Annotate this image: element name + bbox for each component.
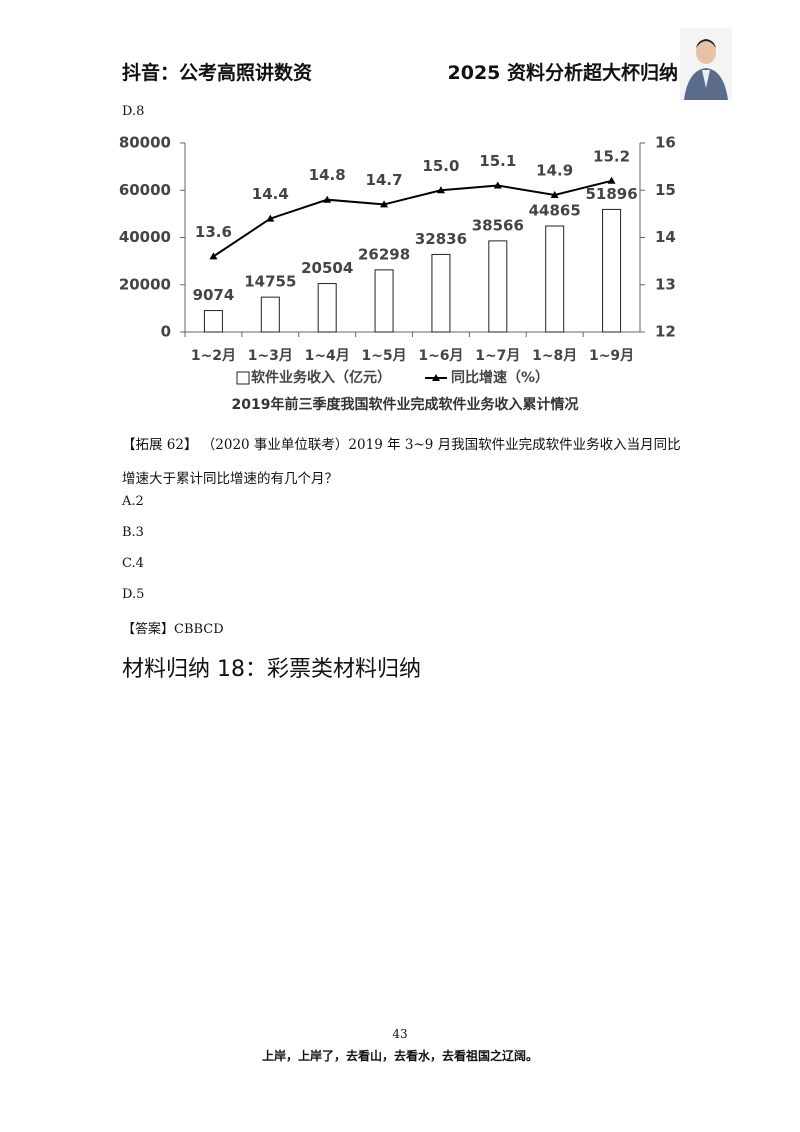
legend-label: 同比增速（%）: [451, 369, 549, 386]
option: D.5: [122, 587, 145, 602]
line-marker: [380, 200, 389, 208]
bar: [317, 283, 337, 333]
y-tick-label: 80000: [119, 134, 171, 152]
line-label: 14.9: [536, 161, 573, 179]
option: B.3: [122, 525, 144, 540]
y2-tick-label: 13: [655, 275, 676, 293]
slogan: 上岸，上岸了，去看山，去看水，去看祖国之辽阔。: [261, 1049, 538, 1063]
y-tick-label: 0: [161, 323, 171, 341]
line-label: 14.4: [252, 185, 289, 203]
line-marker: [436, 186, 445, 194]
option: C.4: [122, 556, 144, 571]
author-photo: [680, 28, 732, 100]
line-label: 13.6: [195, 223, 232, 241]
y2-tick-label: 12: [655, 323, 676, 341]
prev-option: D.8: [122, 104, 145, 119]
page-number: 43: [392, 1027, 408, 1041]
legend-label: 软件业务收入（亿元）: [251, 369, 391, 386]
y-tick-label: 20000: [119, 275, 171, 293]
legend-marker: [432, 374, 440, 381]
x-tick-label: 1~3月: [248, 348, 293, 364]
y2-tick-label: 14: [655, 228, 676, 246]
x-tick-label: 1~7月: [475, 348, 520, 364]
y2-tick-label: 15: [655, 181, 676, 199]
x-tick-label: 1~9月: [589, 348, 634, 364]
chart: 2019年前三季度我国软件业完成软件业务收入累计情况 0 20000 40000 60…: [119, 134, 676, 414]
line-label: 15.1: [479, 152, 516, 170]
bar-label: 44865: [529, 202, 581, 220]
question-text: （2020 事业单位联考）2019 年 3~9 月我国软件业完成软件业务收入当月…: [122, 437, 681, 487]
x-tick-label: 1~5月: [361, 348, 406, 364]
bar-label: 26298: [358, 245, 410, 263]
x-tick-label: 1~2月: [191, 348, 236, 364]
line-label: 14.7: [366, 171, 403, 189]
bar: [203, 310, 223, 333]
y-tick-label: 40000: [119, 228, 171, 246]
line-label: 15.2: [593, 147, 630, 165]
legend-swatch: [236, 371, 250, 385]
question-label: 【拓展 62】: [122, 437, 198, 453]
line: [212, 179, 612, 258]
bar: [431, 253, 451, 333]
line-marker: [550, 190, 559, 198]
line-label: 15.0: [422, 157, 459, 175]
x-tick-label: 1~6月: [418, 348, 463, 364]
bar-label: 51896: [585, 185, 637, 203]
y2-tick-label: 16: [655, 134, 676, 152]
question: 【拓展 62】 （2020 事业单位联考）2019 年 3~9 月我国软件业完成…: [122, 428, 682, 496]
bar: [488, 240, 508, 333]
line-label: 14.8: [309, 166, 346, 184]
line-marker: [209, 252, 218, 260]
bar-label: 32836: [415, 230, 467, 248]
bar-label: 38566: [472, 216, 524, 234]
bar: [260, 296, 280, 333]
bar-label: 9074: [193, 286, 235, 304]
answer: 【答案】CBBCD: [122, 622, 224, 637]
line-marker: [266, 214, 275, 222]
section-title: 材料归纳 18：彩票类材料归纳: [122, 657, 421, 682]
chart-title: 2019年前三季度我国软件业完成软件业务收入累计情况: [232, 396, 579, 413]
bar: [545, 225, 565, 333]
line-marker: [607, 176, 616, 184]
x-tick-label: 1~4月: [305, 348, 350, 364]
bar-label: 20504: [301, 259, 353, 277]
header-left: 抖音：公考高照讲数资: [122, 62, 313, 84]
bar-label: 14755: [244, 273, 296, 291]
option: A.2: [122, 494, 144, 509]
y-tick-label: 60000: [119, 181, 171, 199]
line-marker: [323, 195, 332, 203]
header-right: 2025 资料分析超大杯归纳: [447, 62, 679, 84]
line-marker: [493, 181, 502, 189]
x-tick-label: 1~8月: [532, 348, 577, 364]
bar: [602, 208, 622, 333]
bar: [374, 269, 394, 333]
